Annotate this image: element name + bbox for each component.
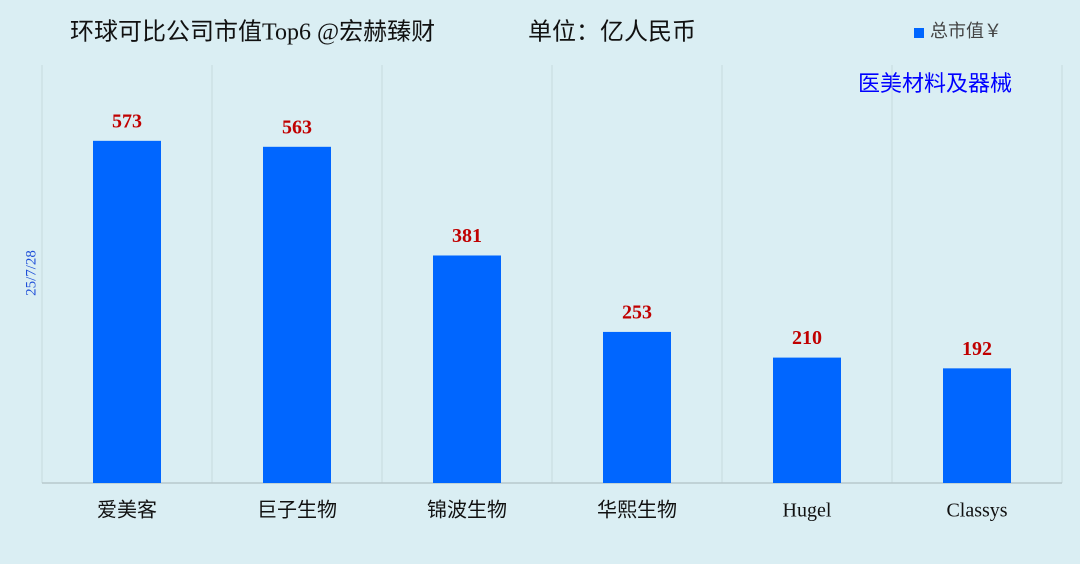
annotation: 医美材料及器械 [858, 71, 1012, 96]
data-label: 253 [622, 302, 652, 324]
bar [433, 255, 501, 483]
y-axis-label: 25/7/28 [23, 250, 39, 296]
x-tick-label: 锦波生物 [427, 499, 507, 522]
x-tick-label: 巨子生物 [257, 499, 337, 522]
bar [773, 357, 841, 483]
bar [263, 146, 331, 483]
data-label: 563 [282, 116, 312, 138]
chart-subtitle: 单位：亿人民币 [528, 19, 696, 46]
x-tick-label: Classys [946, 500, 1007, 522]
legend-label: 总市值￥ [930, 21, 1002, 41]
legend-swatch [914, 28, 924, 38]
data-label: 381 [452, 225, 482, 247]
x-tick-label: 华熙生物 [597, 499, 677, 522]
x-tick-label: 爱美客 [97, 499, 157, 522]
bar [93, 140, 161, 483]
x-tick-label: Hugel [783, 500, 832, 522]
data-label: 192 [962, 338, 992, 360]
chart-title: 环球可比公司市值Top6 @宏赫臻财 [70, 19, 435, 46]
data-label: 210 [792, 327, 822, 349]
bar [603, 331, 671, 483]
data-label: 573 [112, 110, 142, 132]
bar [943, 368, 1011, 483]
